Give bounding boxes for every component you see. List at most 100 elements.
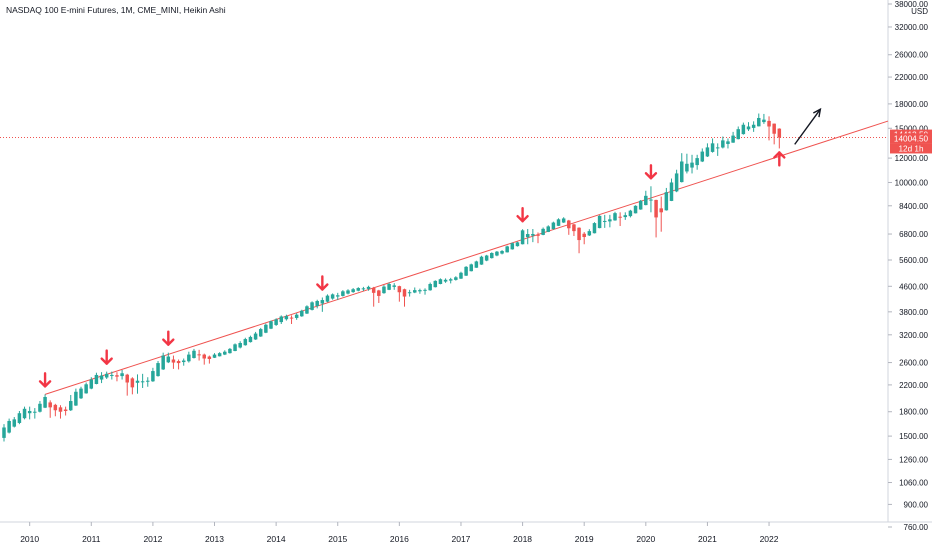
trendline[interactable] [44, 120, 889, 395]
candle-body [474, 261, 479, 268]
candle [382, 285, 386, 294]
candle-body [531, 234, 535, 236]
candle [269, 320, 273, 330]
candle-body [135, 380, 140, 383]
candle-body [253, 333, 258, 340]
candle [536, 232, 540, 244]
candle [351, 288, 355, 293]
candle-body [382, 286, 386, 294]
candle [418, 288, 422, 294]
candle [484, 254, 489, 262]
candle-body [736, 129, 740, 140]
candle-body [664, 192, 669, 211]
candle [459, 271, 463, 279]
arrow-head [100, 357, 113, 365]
candle-body [454, 277, 458, 280]
candle-body [654, 199, 658, 218]
price-tick-label: 15000.00 [895, 124, 929, 133]
candle [551, 221, 556, 230]
candle-body [443, 279, 448, 282]
candle [315, 299, 319, 309]
candle [669, 178, 674, 202]
candle-body [710, 143, 715, 152]
candle [423, 288, 427, 295]
candle-body [161, 355, 165, 370]
candle-body [89, 379, 94, 389]
candle-body [346, 290, 350, 294]
price-tick-labels: 38000.00 32000.00 26000.00 22000.00 18000.00… [888, 0, 929, 532]
candle-body [746, 126, 751, 130]
candle-body [187, 354, 191, 362]
candle [366, 285, 371, 291]
price-tick-label: 22000.00 [895, 73, 929, 82]
arrow-up-icon [773, 151, 786, 167]
candle-body [674, 173, 679, 192]
candle-body [228, 348, 232, 354]
candle [731, 131, 735, 143]
candle [48, 400, 52, 418]
candle [469, 263, 473, 272]
candle [156, 361, 160, 377]
candle [413, 287, 417, 294]
candle [197, 349, 201, 361]
projection-arrow-icon[interactable] [794, 107, 822, 145]
time-tick-label: 2020 [636, 534, 655, 544]
candle [371, 286, 376, 307]
candle-body [325, 295, 330, 302]
candle [115, 372, 119, 382]
candle [541, 227, 545, 236]
price-axis[interactable] [0, 0, 932, 523]
price-tick-label: 8400.00 [899, 202, 928, 211]
candle-body [330, 294, 335, 299]
last-price-badge-text: 14004.50 [894, 134, 929, 143]
candle-body [520, 230, 525, 245]
candle-body [274, 319, 278, 325]
candle [546, 225, 551, 233]
candle-body [197, 354, 201, 356]
candle-body [320, 300, 325, 304]
candle-body [556, 219, 561, 226]
candle-body [464, 266, 468, 276]
countdown-badge-text: 12d 1h [898, 144, 923, 153]
candle [654, 199, 658, 238]
candle-body [484, 255, 489, 261]
candle [495, 250, 499, 257]
candle-body [541, 228, 545, 235]
candle-body [176, 361, 181, 364]
price-tick-label: 1500.00 [899, 432, 928, 441]
candle-body [495, 251, 499, 256]
candle [274, 318, 278, 326]
candle [649, 186, 653, 213]
candle [43, 394, 47, 409]
arrow-shaft [794, 108, 821, 145]
time-tick-label: 2021 [698, 534, 717, 544]
candle [22, 406, 27, 420]
arrow-down-icon [516, 207, 529, 223]
arrow-head [38, 380, 52, 388]
candle-body [156, 363, 160, 377]
candle-body [22, 408, 27, 419]
candle-body [428, 283, 432, 291]
candle [125, 373, 129, 396]
candle [567, 219, 571, 235]
candle [151, 367, 155, 382]
candle [767, 116, 771, 141]
candle [289, 315, 294, 324]
candle-body [110, 374, 114, 376]
candle-body [125, 374, 129, 383]
arrow-down-icon [316, 275, 329, 291]
candle [300, 309, 304, 317]
candle [777, 128, 782, 149]
candle [212, 353, 217, 359]
candle [608, 214, 612, 228]
candle [433, 280, 438, 288]
arrow-head [516, 215, 529, 223]
time-axis[interactable]: 2010 2011 2012 2013 2014 2015 2016 2017 2018 2019… [20, 522, 779, 544]
candle-body [479, 256, 484, 265]
candle-body [140, 381, 145, 383]
candle-body [397, 286, 402, 293]
candle-body [115, 375, 119, 377]
candle-body [597, 215, 602, 229]
candle-body [315, 301, 319, 306]
